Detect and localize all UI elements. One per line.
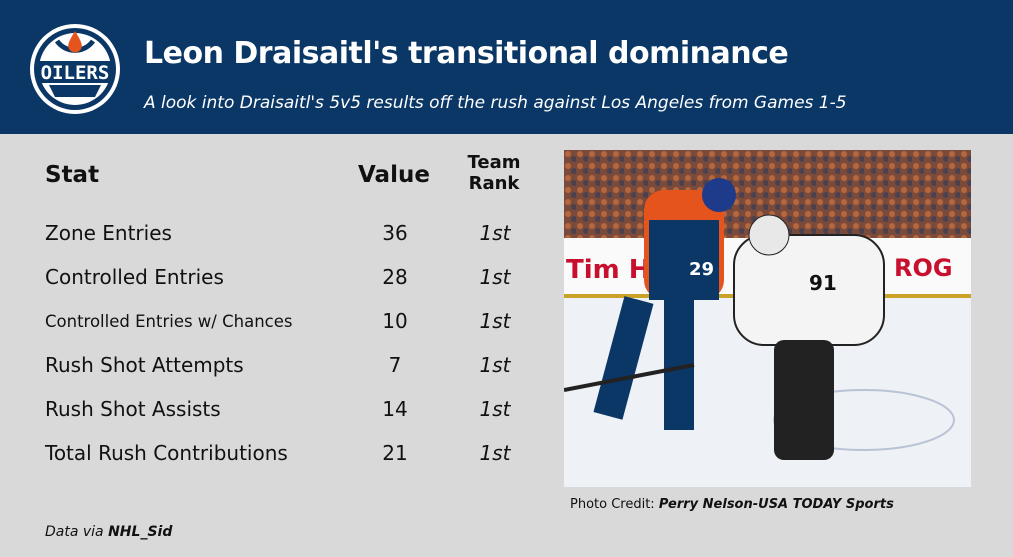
stat-rank: 1st — [479, 309, 511, 333]
photo-credit-name: Perry Nelson-USA TODAY Sports — [658, 497, 894, 512]
stat-rank: 1st — [479, 441, 511, 465]
table-row: Controlled Entries w/ Chances 10 1st — [0, 309, 540, 339]
oilers-logo: OILERS — [30, 24, 120, 114]
table-row: Total Rush Contributions 21 1st — [0, 441, 540, 471]
stat-rank: 1st — [479, 265, 511, 289]
table-row: Rush Shot Assists 14 1st — [0, 397, 540, 427]
header-rank-line2: Rank — [468, 173, 520, 194]
header-stat: Stat — [45, 162, 100, 188]
page-subtitle: A look into Draisaitl's 5v5 results off … — [144, 93, 847, 113]
header-banner: OILERS Leon Draisaitl's transitional dom… — [0, 0, 1013, 134]
header-rank-line1: Team — [467, 152, 521, 173]
stat-name: Rush Shot Attempts — [45, 353, 244, 377]
source-label: Data via — [45, 524, 104, 540]
stat-value: 10 — [382, 309, 408, 333]
page-title: Leon Draisaitl's transitional dominance — [144, 36, 789, 71]
source-name: NHL_Sid — [108, 524, 173, 540]
kings-jersey-number: 91 — [809, 271, 837, 295]
hockey-photo: Tim Ho ROG 29 91 — [564, 150, 971, 487]
stat-rank: 1st — [479, 397, 511, 421]
table-row: Rush Shot Attempts 7 1st — [0, 353, 540, 383]
stat-rank: 1st — [479, 221, 511, 245]
stat-value: 28 — [382, 265, 408, 289]
oilers-jersey-number: 29 — [689, 259, 714, 280]
photo-credit: Photo Credit: Perry Nelson-USA TODAY Spo… — [570, 497, 894, 512]
logo-text: OILERS — [41, 62, 110, 84]
stat-value: 14 — [382, 397, 408, 421]
kings-player: 91 — [733, 214, 885, 460]
board-text-2: ROG — [894, 254, 953, 282]
oilers-player: 29 — [593, 178, 736, 430]
stat-value: 7 — [388, 353, 402, 377]
stat-name: Controlled Entries — [45, 265, 224, 289]
data-source: Data via NHL_Sid — [45, 524, 172, 540]
stat-name: Zone Entries — [45, 221, 172, 245]
photo-credit-label: Photo Credit: — [570, 497, 655, 512]
stat-value: 21 — [382, 441, 408, 465]
stat-name: Controlled Entries w/ Chances — [45, 312, 293, 331]
stat-name: Rush Shot Assists — [45, 397, 221, 421]
stat-rank: 1st — [479, 353, 511, 377]
table-row: Controlled Entries 28 1st — [0, 265, 540, 295]
table-row: Zone Entries 36 1st — [0, 221, 540, 251]
header-team-rank: Team Rank — [462, 152, 526, 194]
stat-name: Total Rush Contributions — [45, 441, 288, 465]
stat-value: 36 — [382, 221, 408, 245]
header-value: Value — [358, 162, 430, 188]
